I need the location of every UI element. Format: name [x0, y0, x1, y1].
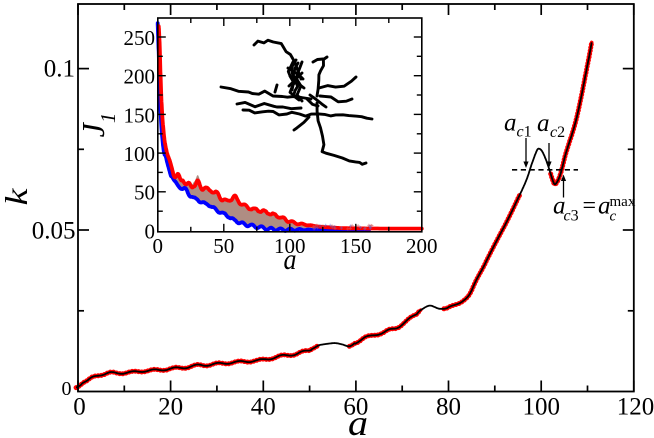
svg-text:a: a	[537, 110, 550, 137]
svg-text:k: k	[0, 188, 34, 206]
svg-text:0.05: 0.05	[32, 217, 76, 244]
svg-text:a: a	[598, 193, 611, 220]
svg-text:200: 200	[406, 234, 438, 258]
svg-text:a: a	[284, 243, 297, 276]
svg-text:150: 150	[124, 103, 156, 127]
svg-text:0: 0	[145, 219, 156, 243]
svg-text:100: 100	[522, 394, 560, 421]
svg-text:150: 150	[340, 234, 372, 258]
svg-text:60: 60	[343, 394, 368, 421]
svg-text:0: 0	[153, 234, 164, 258]
svg-text:0.1: 0.1	[44, 56, 75, 83]
svg-text:100: 100	[274, 234, 306, 258]
svg-text:=: =	[583, 193, 597, 219]
svg-text:40: 40	[251, 394, 276, 421]
svg-text:20: 20	[158, 394, 183, 421]
svg-text:200: 200	[124, 65, 156, 89]
svg-text:80: 80	[436, 394, 461, 421]
svg-text:a: a	[553, 193, 566, 220]
svg-text:max: max	[610, 194, 636, 210]
svg-text:0: 0	[73, 394, 86, 421]
svg-text:c3: c3	[564, 208, 579, 225]
svg-text:50: 50	[213, 234, 234, 258]
svg-text:0: 0	[62, 378, 72, 400]
svg-text:50: 50	[134, 181, 155, 205]
svg-text:120: 120	[617, 394, 654, 421]
svg-text:a: a	[504, 110, 517, 137]
svg-text:c1: c1	[517, 124, 532, 141]
svg-text:100: 100	[124, 142, 156, 166]
svg-text:c2: c2	[550, 124, 565, 141]
svg-text:250: 250	[124, 26, 156, 50]
svg-text:c: c	[610, 209, 617, 225]
svg-text:a: a	[348, 403, 368, 438]
